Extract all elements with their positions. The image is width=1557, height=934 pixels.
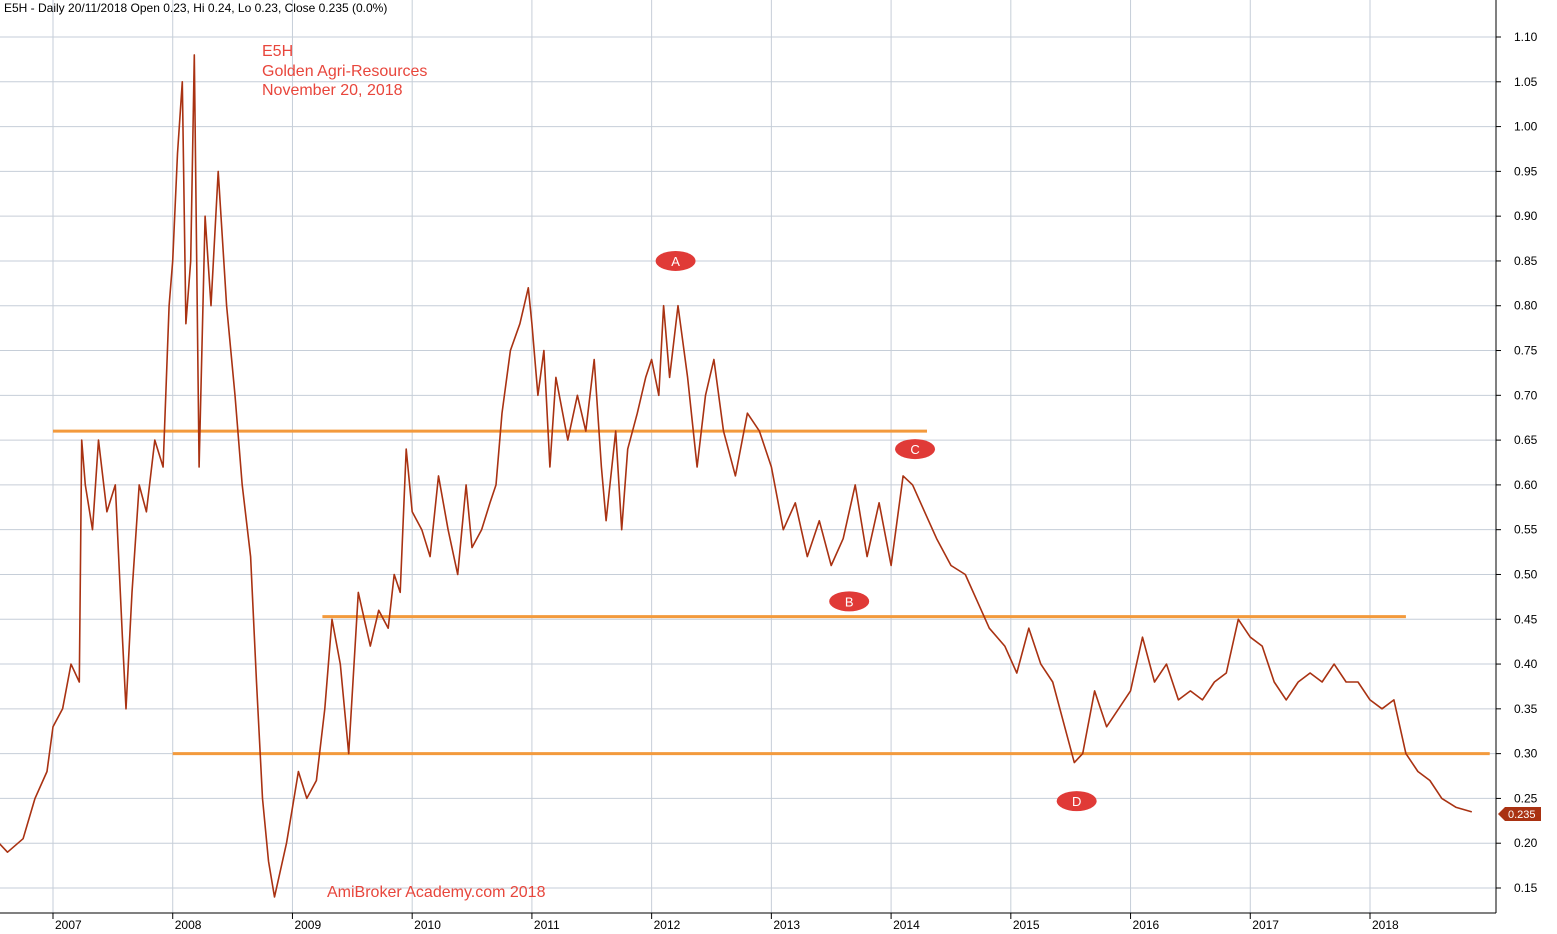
marker-c-badge — [895, 439, 936, 460]
y-tick-label: 0.70 — [1514, 388, 1538, 402]
x-tick-label: 2014 — [893, 918, 920, 932]
x-tick-label: 2009 — [294, 918, 321, 932]
y-tick-label: 0.40 — [1514, 657, 1538, 671]
y-tick-label: 0.25 — [1514, 791, 1538, 805]
y-tick-label: 0.20 — [1514, 836, 1538, 850]
chart-header: E5H - Daily 20/11/2018 Open 0.23, Hi 0.2… — [4, 1, 387, 15]
pattern-markers: A B C D — [655, 250, 1097, 812]
last-value-badge — [1498, 807, 1541, 821]
x-tick-label: 2008 — [175, 918, 202, 932]
y-tick-label: 0.50 — [1514, 567, 1538, 581]
y-ticks: 0.15 0.20 0.25 0.30 0.35 0.40 0.45 0.50 0.55 0.60… — [1496, 30, 1538, 895]
axes — [0, 0, 1497, 914]
price-series — [0, 54, 1473, 898]
y-tick-label: 0.55 — [1514, 523, 1538, 537]
marker-d-label: D — [1072, 794, 1081, 809]
y-tick-label: 0.90 — [1514, 209, 1538, 223]
x-tick-label: 2016 — [1133, 918, 1160, 932]
y-tick-label: 0.35 — [1514, 702, 1538, 716]
last-value-label: 0.235 — [1508, 809, 1536, 821]
y-tick-label: 1.00 — [1514, 120, 1538, 134]
y-tick-label: 1.10 — [1514, 30, 1538, 44]
marker-b-label: B — [845, 594, 854, 609]
y-tick-label: 0.80 — [1514, 299, 1538, 313]
y-tick-label: 0.60 — [1514, 478, 1538, 492]
grid — [0, 0, 1496, 913]
y-tick-label: 0.45 — [1514, 612, 1538, 626]
x-tick-label: 2007 — [55, 918, 82, 932]
marker-a-label: A — [671, 254, 680, 269]
x-ticks: 2007 2008 2009 2010 2011 2012 2013 2014 2015 2016… — [52, 913, 1399, 932]
x-tick-label: 2012 — [654, 918, 681, 932]
marker-d-badge — [1056, 791, 1097, 812]
x-tick-label: 2013 — [773, 918, 800, 932]
y-tick-label: 0.65 — [1514, 433, 1538, 447]
x-tick-label: 2015 — [1013, 918, 1040, 932]
y-tick-label: 0.75 — [1514, 344, 1538, 358]
y-tick-label: 0.85 — [1514, 254, 1538, 268]
y-tick-label: 1.05 — [1514, 75, 1538, 89]
x-tick-label: 2010 — [414, 918, 441, 932]
marker-b-badge — [829, 591, 870, 612]
y-tick-label: 0.30 — [1514, 747, 1538, 761]
y-tick-label: 0.95 — [1514, 164, 1538, 178]
x-tick-label: 2017 — [1252, 918, 1279, 932]
title-symbol: E5H — [262, 43, 293, 60]
marker-a-badge — [655, 250, 696, 271]
x-tick-label: 2018 — [1372, 918, 1399, 932]
watermark: AmiBroker Academy.com 2018 — [327, 884, 546, 901]
y-tick-label: 0.15 — [1514, 881, 1538, 895]
price-line — [0, 54, 1473, 898]
last-value-tag: 0.235 — [1498, 807, 1541, 821]
x-tick-label: 2011 — [534, 918, 560, 932]
title-company: Golden Agri-Resources — [262, 63, 427, 80]
marker-c-label: C — [910, 442, 919, 457]
title-date: November 20, 2018 — [262, 82, 403, 99]
